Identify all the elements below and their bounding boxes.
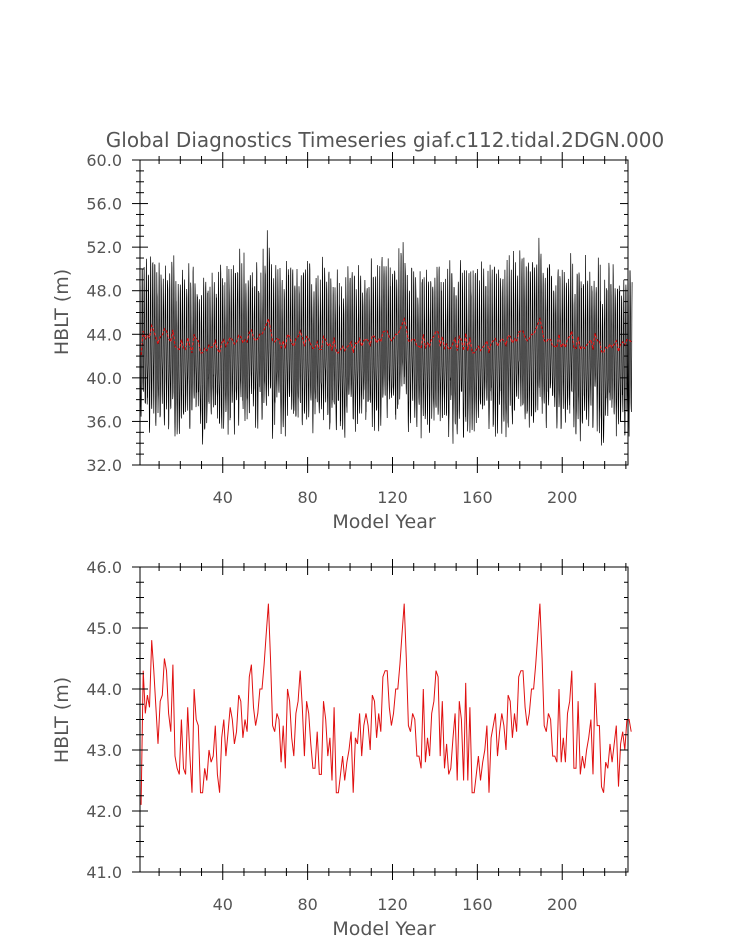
top-x-axis-label: Model Year <box>332 511 436 533</box>
y-tick-label: 44.0 <box>86 680 122 699</box>
x-tick-label: 120 <box>377 488 408 507</box>
x-tick-label: 40 <box>213 895 233 914</box>
figure-title: Global Diagnostics Timeseries giaf.c112.… <box>106 128 664 152</box>
monthly-series-line <box>139 230 633 446</box>
y-tick-label: 40.0 <box>86 369 122 388</box>
y-tick-label: 45.0 <box>86 619 122 638</box>
x-tick-label: 120 <box>377 895 408 914</box>
top-plot-frame <box>139 159 629 466</box>
y-tick-label: 56.0 <box>86 195 122 214</box>
y-tick-label: 32.0 <box>86 456 122 475</box>
bottom-plot-frame <box>139 566 629 873</box>
x-tick-label: 40 <box>213 488 233 507</box>
x-tick-label: 160 <box>462 488 493 507</box>
bottom-y-axis-label: HBLT (m) <box>51 677 73 763</box>
x-tick-label: 200 <box>547 895 578 914</box>
bottom-panel: 41.0 42.0 43.0 44.0 45.0 46.0 40 80 120 160 200 Mo… <box>51 558 632 940</box>
annual-mean-series-line <box>140 317 632 356</box>
y-tick-label: 43.0 <box>86 741 122 760</box>
annual-mean-series-line <box>140 603 632 805</box>
top-panel: 32.0 36.0 40.0 44.0 48.0 52.0 56.0 60.0 40 80 120 1… <box>51 151 633 533</box>
y-tick-label: 41.0 <box>86 863 122 882</box>
y-tick-label: 60.0 <box>86 151 122 170</box>
x-tick-label: 200 <box>547 488 578 507</box>
y-tick-label: 42.0 <box>86 802 122 821</box>
y-tick-label: 36.0 <box>86 412 122 431</box>
x-tick-label: 160 <box>462 895 493 914</box>
y-tick-label: 46.0 <box>86 558 122 577</box>
bottom-x-axis-label: Model Year <box>332 918 436 940</box>
y-tick-label: 48.0 <box>86 282 122 301</box>
top-y-axis-label: HBLT (m) <box>51 269 73 355</box>
x-tick-label: 80 <box>297 488 317 507</box>
y-tick-label: 44.0 <box>86 325 122 344</box>
x-tick-label: 80 <box>297 895 317 914</box>
y-tick-label: 52.0 <box>86 238 122 257</box>
